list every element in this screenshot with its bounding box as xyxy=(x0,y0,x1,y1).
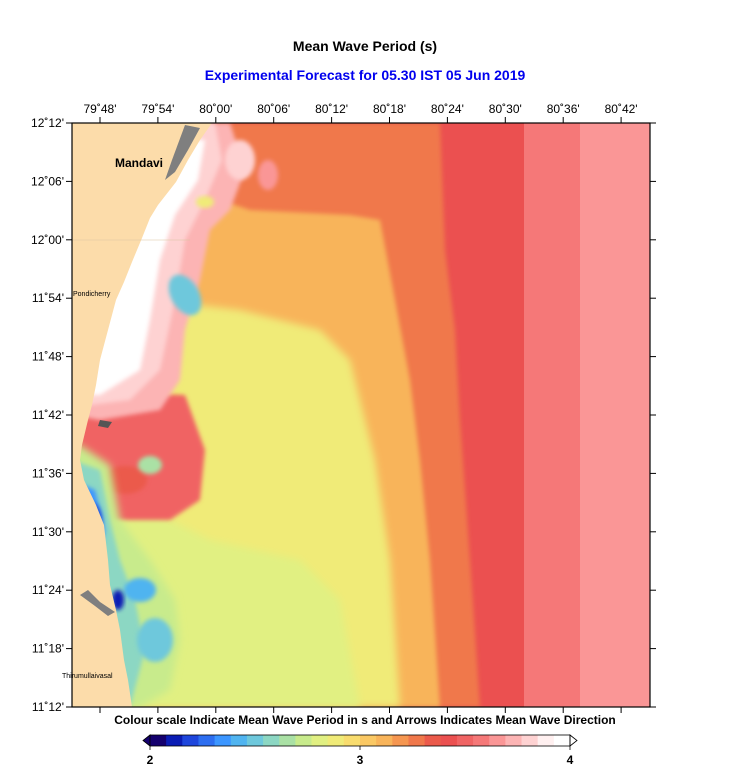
colorbar-tick-label: 3 xyxy=(357,753,364,767)
colorbar-swatch xyxy=(295,735,312,746)
colorbar-swatch xyxy=(537,735,555,746)
colorbar-swatch xyxy=(263,735,280,746)
lon-tick-label: 80˚36' xyxy=(547,102,580,116)
wave-period-field xyxy=(72,123,650,707)
map-subtitle: Experimental Forecast for 05.30 IST 05 J… xyxy=(204,67,526,83)
colorbar-swatch xyxy=(311,735,329,746)
colorbar-swatch xyxy=(473,735,490,746)
lon-tick-label: 80˚30' xyxy=(489,102,522,116)
colorbar-swatch xyxy=(392,735,409,746)
colorbar-swatch xyxy=(505,735,522,746)
colorbar-tick-label: 4 xyxy=(567,753,574,767)
lon-tick-label: 79˚54' xyxy=(141,102,174,116)
lon-tick-label: 80˚06' xyxy=(257,102,290,116)
lon-tick-label: 80˚18' xyxy=(373,102,406,116)
colorbar-swatch xyxy=(150,735,167,746)
lat-tick-label: 11˚48' xyxy=(32,350,64,364)
lat-tick-label: 12˚06' xyxy=(31,174,64,188)
axis-ticks: 79˚48' 79˚54' 80˚00' 80˚06' 80˚12' 80˚18' 80˚2… xyxy=(31,102,656,714)
lat-tick-label: 11˚30' xyxy=(32,525,64,539)
colorbar-swatch xyxy=(279,735,296,746)
colorbar-swatch xyxy=(198,735,216,746)
lat-tick-label: 12˚12' xyxy=(31,116,64,130)
colorbar-swatch xyxy=(456,735,474,746)
lon-tick-label: 79˚48' xyxy=(84,102,117,116)
colorbar-swatch xyxy=(489,735,506,746)
lon-tick-label: 80˚12' xyxy=(315,102,348,116)
colorbar-swatch xyxy=(166,735,183,746)
place-label-mandavi: Mandavi xyxy=(115,156,163,170)
lat-tick-label: 11˚18' xyxy=(32,642,64,656)
colorbar-swatch xyxy=(424,735,442,746)
lat-tick-label: 12˚00' xyxy=(31,233,64,247)
river-inlet xyxy=(98,420,112,428)
colorbar-swatch xyxy=(521,735,539,746)
lon-tick-label: 80˚00' xyxy=(199,102,232,116)
colorbar-swatch xyxy=(360,735,377,746)
colorbar-swatch xyxy=(553,735,571,746)
coastal-backwater xyxy=(165,125,200,180)
lat-tick-label: 11˚42' xyxy=(32,408,64,422)
coastline-land xyxy=(72,123,212,707)
colorbar-caption: Colour scale Indicate Mean Wave Period i… xyxy=(114,713,616,727)
colorbar-swatch xyxy=(343,735,361,746)
backwater-channel xyxy=(80,590,115,616)
lat-tick-label: 11˚24' xyxy=(32,583,64,597)
lat-tick-label: 11˚36' xyxy=(32,466,64,480)
colorbar-swatch xyxy=(246,735,264,746)
lat-tick-label: 11˚54' xyxy=(32,291,64,305)
colorbar: 2 3 4 xyxy=(142,734,578,767)
map-title: Mean Wave Period (s) xyxy=(292,38,438,54)
colorbar-swatch xyxy=(214,735,232,746)
land-area xyxy=(72,123,212,707)
lon-tick-label: 80˚24' xyxy=(431,102,464,116)
lat-tick-label: 11˚12' xyxy=(32,700,64,714)
colorbar-max-arrow xyxy=(569,734,578,747)
colorbar-min-arrow xyxy=(142,734,151,747)
colorbar-swatch xyxy=(327,735,345,746)
colorbar-swatch xyxy=(408,735,426,746)
colorbar-swatch xyxy=(440,735,458,746)
place-label-thirumullaivasal: Thirumullaivasal xyxy=(62,673,113,680)
lon-tick-label: 80˚42' xyxy=(605,102,638,116)
colorbar-swatch xyxy=(376,735,393,746)
colorbar-swatch xyxy=(230,735,248,746)
place-label-pondicherry: Pondicherry xyxy=(73,291,111,298)
colorbar-swatch xyxy=(182,735,199,746)
colorbar-tick-label: 2 xyxy=(147,753,154,767)
